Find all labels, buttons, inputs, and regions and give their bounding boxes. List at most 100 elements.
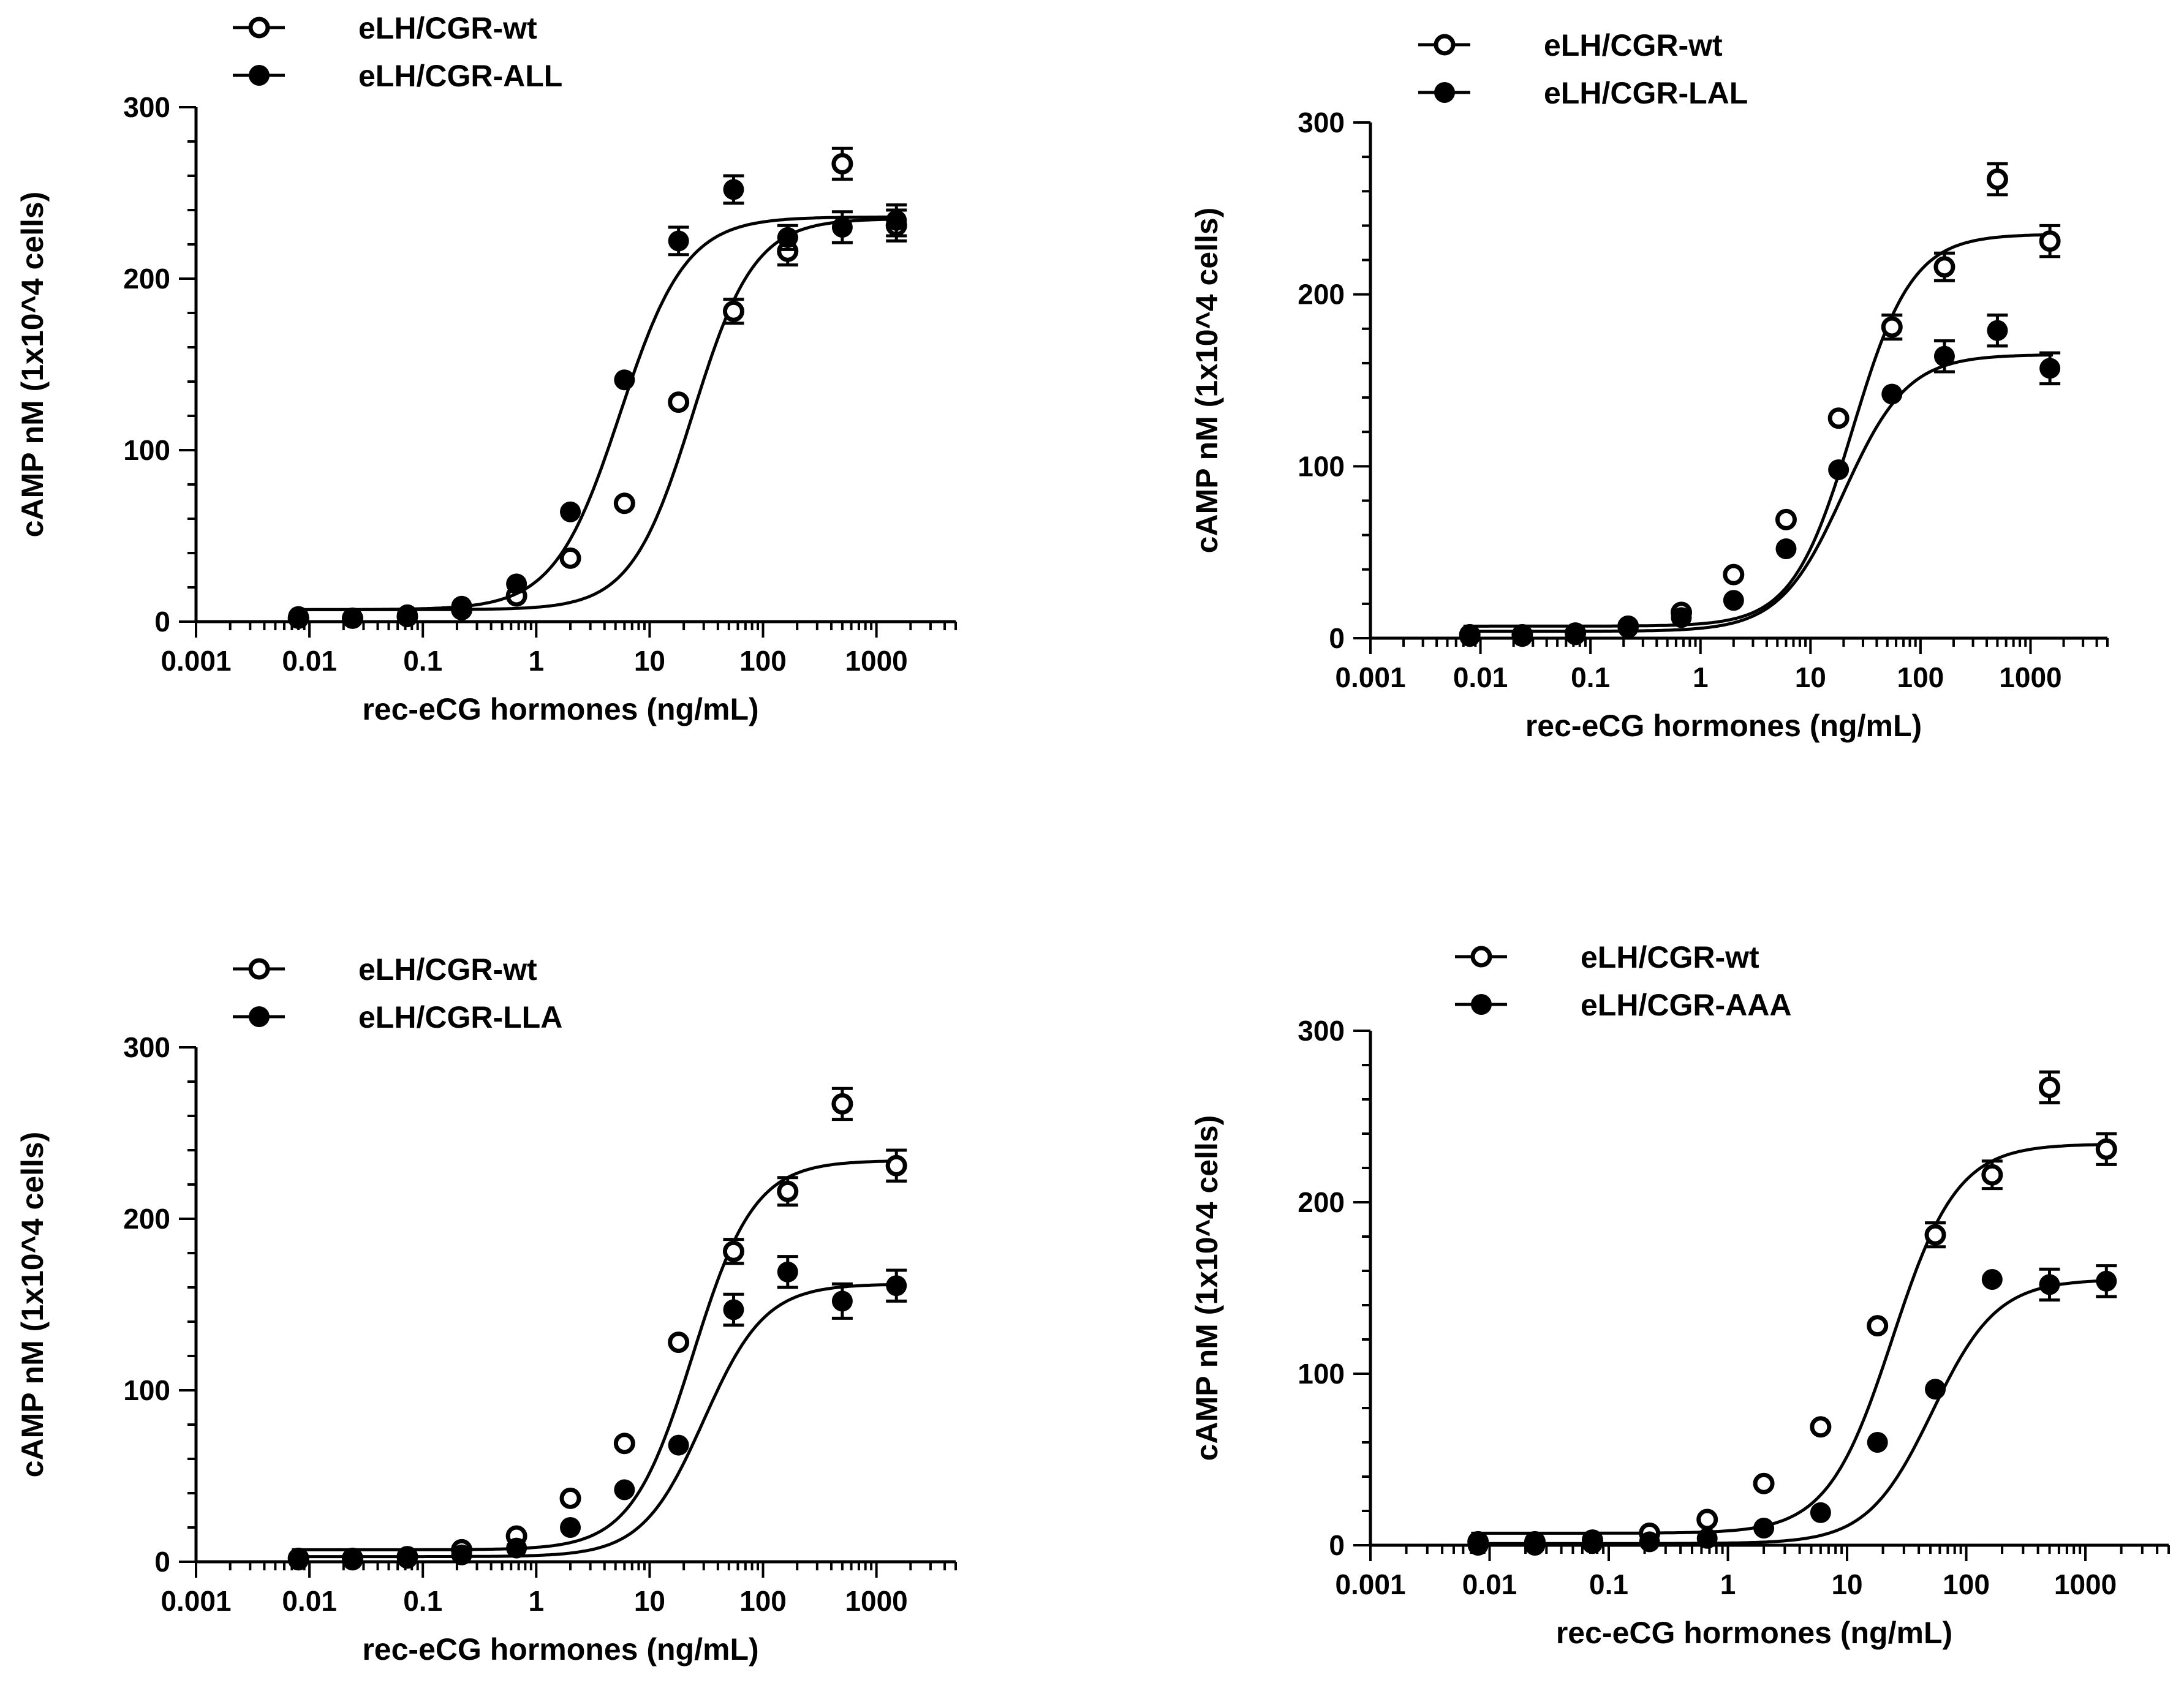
data-point-filled [723, 179, 744, 200]
data-point-filled [723, 1299, 744, 1320]
y-tick-label: 0 [1329, 1529, 1345, 1561]
fit-curve [292, 1159, 900, 1551]
legend-label: eLH/CGR-LLA [358, 1000, 562, 1034]
y-axis-title: cAMP nM (1x10^4 cells) [15, 1132, 50, 1478]
x-axis-title: rec-eCG hormones (ng/mL) [362, 1632, 758, 1667]
x-tick-label: 100 [739, 645, 787, 677]
x-axis-title: rec-eCG hormones (ng/mL) [1525, 709, 1922, 743]
data-point-filled [342, 1550, 363, 1571]
data-point-open [1986, 168, 2008, 190]
x-tick-label: 1 [529, 1585, 545, 1617]
x-tick-label: 1000 [2054, 1569, 2117, 1600]
data-point-filled [506, 1537, 527, 1559]
data-point-filled [614, 369, 635, 391]
series-eLH/CGR-wt [287, 146, 907, 629]
data-point-filled [831, 217, 853, 238]
x-tick-label: 1000 [845, 1585, 907, 1617]
data-point-filled [1881, 383, 1903, 405]
x-tick-label: 100 [1897, 661, 1944, 693]
data-point-filled [1810, 1502, 1831, 1523]
legend-entry: eLH/CGR-LLA [233, 1000, 562, 1034]
x-tick-label: 0.01 [1462, 1569, 1517, 1600]
data-point-filled [288, 1550, 309, 1571]
chart-panel-bottom-left: 0 100 200 300 0.001 0.01 0.1 1 10 100 1000 rec-eCG … [15, 952, 957, 1667]
data-point-open [559, 1487, 581, 1509]
fit-curve [292, 215, 900, 611]
data-point-filled [668, 1434, 689, 1456]
data-point-filled [1467, 1535, 1489, 1556]
x-axis-title: rec-eCG hormones (ng/mL) [362, 692, 758, 726]
data-point-open [2038, 1076, 2060, 1098]
fit-curve [292, 1282, 900, 1559]
y-axis-title: cAMP nM (1x10^4 cells) [1190, 208, 1224, 554]
data-point-filled [668, 230, 689, 252]
data-point-open [1867, 1315, 1889, 1337]
series-eLH/CGR-wt [287, 1087, 907, 1569]
data-point-filled [777, 1261, 798, 1282]
data-point-filled [1459, 626, 1481, 647]
legend-entry: eLH/CGR-wt [1455, 940, 1759, 974]
legend-marker-open [248, 17, 270, 39]
data-point-filled [288, 606, 309, 627]
data-point-open [831, 153, 853, 175]
x-tick-label: 1000 [845, 645, 907, 677]
data-point-filled [1639, 1531, 1660, 1553]
x-tick-label: 0.1 [403, 645, 442, 677]
data-point-filled [1671, 607, 1692, 628]
data-point-filled [2096, 1270, 2117, 1292]
legend-marker-open [1434, 34, 1456, 56]
x-tick-label: 0.001 [1335, 1569, 1405, 1600]
data-point-open [777, 1180, 799, 1202]
series-eLH/CGR-LAL [1459, 313, 2061, 647]
data-point-open [2095, 1138, 2117, 1160]
y-tick-label: 0 [1329, 622, 1345, 654]
data-point-filled [451, 595, 472, 617]
data-point-open [2039, 230, 2061, 252]
fit-curve [1463, 353, 2054, 633]
data-point-open [1827, 407, 1850, 429]
data-point-open [1723, 563, 1745, 586]
x-tick-label: 10 [634, 1585, 665, 1617]
data-point-filled [831, 1290, 853, 1312]
legend-label: eLH/CGR-wt [358, 952, 537, 987]
legend-entry: eLH/CGR-wt [233, 11, 537, 45]
data-point-open [668, 391, 690, 413]
data-point-filled [1511, 626, 1533, 647]
y-tick-label: 100 [123, 1374, 170, 1406]
legend-marker-filled [1434, 82, 1455, 103]
legend-label: eLH/CGR-LAL [1544, 76, 1748, 110]
chart-panel-top-right: 0 100 200 300 0.001 0.01 0.1 1 10 100 1000 rec-eCG … [1190, 28, 2109, 743]
legend-marker-open [248, 958, 270, 980]
fit-curve [292, 217, 900, 611]
x-tick-label: 0.001 [161, 645, 231, 677]
legend-entry: eLH/CGR-AAA [1455, 988, 1791, 1022]
data-point-filled [2039, 1274, 2060, 1295]
x-tick-label: 0.1 [1589, 1569, 1628, 1600]
data-point-filled [1933, 345, 1955, 367]
data-point-filled [777, 227, 798, 248]
x-tick-label: 1 [1720, 1569, 1736, 1600]
y-tick-label: 200 [1298, 279, 1345, 311]
data-point-filled [1925, 1379, 1946, 1400]
data-point-filled [1828, 459, 1850, 480]
fit-curve [1463, 233, 2054, 628]
data-point-filled [451, 1544, 472, 1565]
data-point-open [559, 547, 581, 569]
legend-label: eLH/CGR-wt [358, 11, 537, 45]
data-point-open [1696, 1508, 1718, 1531]
data-point-filled [506, 573, 527, 595]
data-point-open [1753, 1472, 1775, 1494]
y-tick-label: 100 [1298, 450, 1345, 482]
x-tick-label: 10 [1831, 1569, 1862, 1600]
y-tick-label: 200 [123, 263, 170, 295]
x-tick-label: 100 [1943, 1569, 1990, 1600]
y-tick-label: 300 [123, 91, 170, 123]
data-point-open [613, 1433, 635, 1455]
data-point-filled [1981, 1269, 2003, 1290]
data-point-filled [1775, 538, 1797, 560]
data-point-open [1933, 256, 1955, 278]
data-point-filled [1582, 1533, 1603, 1554]
x-tick-label: 0.001 [1335, 661, 1405, 693]
data-point-filled [614, 1479, 635, 1501]
data-point-filled [396, 604, 418, 625]
